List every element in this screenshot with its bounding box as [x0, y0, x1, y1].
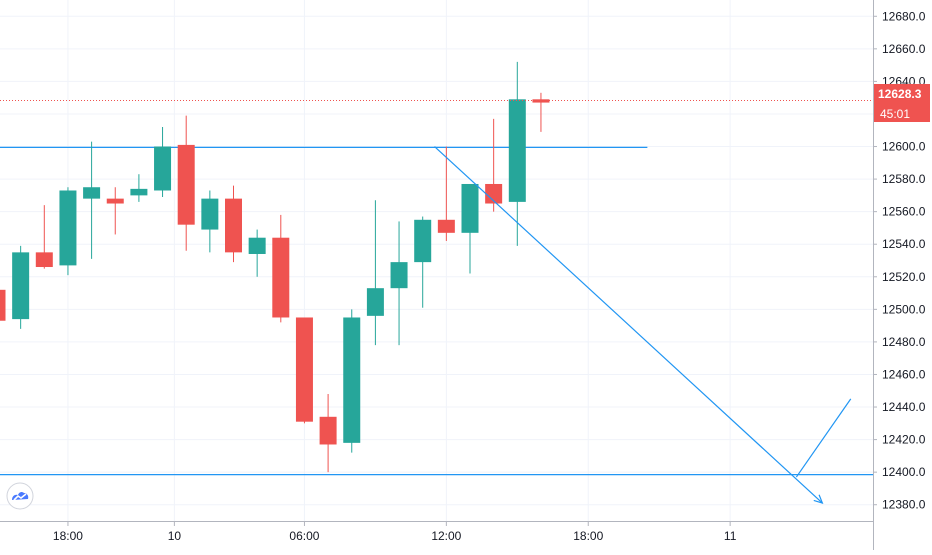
countdown-label: 45:01: [880, 107, 910, 121]
grid: [0, 0, 873, 521]
candle: [12, 245, 30, 329]
time-tick-label: 12:00: [431, 529, 461, 543]
trend-line-arrowhead: [813, 494, 824, 505]
candle-body: [201, 198, 219, 230]
candle-body: [154, 146, 172, 191]
price-tick-label: 12560.0: [882, 205, 926, 219]
price-tick-label: 12480.0: [882, 335, 926, 349]
countdown-badge: [874, 104, 930, 122]
candle-body: [106, 198, 124, 204]
trend-line-segment[interactable]: [434, 146, 823, 504]
candle-body: [225, 198, 242, 253]
price-tick-label: 12400.0: [882, 465, 926, 479]
candle: [154, 126, 172, 198]
time-tick-label: 10: [168, 529, 182, 543]
candle: [319, 394, 337, 473]
candle-body: [319, 416, 337, 445]
candle: [130, 174, 148, 202]
time-tick-label: 18:00: [573, 529, 603, 543]
tradingview-logo-icon[interactable]: [6, 482, 34, 510]
candle-body: [272, 237, 290, 318]
candle: [295, 317, 313, 424]
candle: [177, 115, 195, 251]
time-axis[interactable]: 18:00 10 06:00 12:00 18:00 11: [53, 522, 737, 543]
candle: [343, 309, 361, 453]
candle-body: [485, 183, 503, 204]
candle: [35, 205, 53, 269]
price-tick-label: 12660.0: [882, 42, 926, 56]
price-tick-label: 12540.0: [882, 237, 926, 251]
candle: [272, 214, 290, 323]
trend-line[interactable]: [795, 398, 852, 478]
candle-body: [366, 288, 384, 316]
time-tick-label: 18:00: [53, 529, 83, 543]
candle: [248, 229, 266, 277]
candle: [532, 92, 550, 132]
horizontal-lines[interactable]: [0, 146, 873, 476]
candle-body: [437, 219, 455, 233]
candle-body: [343, 317, 361, 443]
candle: [83, 141, 101, 259]
candle-body: [295, 317, 313, 422]
time-axis-background: [0, 522, 873, 550]
candle-body: [508, 99, 526, 202]
candle-body: [0, 289, 6, 321]
candle-body: [59, 190, 77, 266]
price-tick-label: 12680.0: [882, 9, 926, 23]
trend-line-segment[interactable]: [795, 398, 852, 478]
candle: [59, 187, 77, 276]
candle-body: [390, 262, 408, 289]
price-tick-label: 12520.0: [882, 270, 926, 284]
price-tick-label: 12420.0: [882, 433, 926, 447]
candle-body: [177, 144, 195, 225]
candle: [485, 118, 503, 212]
price-tick-label: 12500.0: [882, 302, 926, 316]
current-price-badge: [874, 84, 930, 104]
candle-body: [414, 219, 432, 263]
trend-line[interactable]: [434, 146, 824, 505]
time-tick-label: 06:00: [289, 529, 319, 543]
candle-body: [12, 252, 30, 320]
candle: [201, 190, 219, 253]
price-tick-label: 12580.0: [882, 172, 926, 186]
candle-body: [248, 237, 266, 254]
candle: [437, 146, 455, 241]
current-price-badges: 12628.3 45:01: [874, 84, 930, 122]
candle: [390, 221, 408, 346]
candle-body: [130, 188, 148, 196]
price-tick-label: 12460.0: [882, 367, 926, 381]
price-tick-label: 12380.0: [882, 498, 926, 512]
candle: [225, 185, 242, 263]
price-tick-label: 12440.0: [882, 400, 926, 414]
candle-body: [35, 252, 53, 268]
current-price-label: 12628.3: [878, 87, 922, 101]
candle: [0, 289, 6, 321]
candle: [106, 187, 124, 235]
candle: [508, 61, 526, 246]
candle-body: [461, 183, 479, 233]
candle: [461, 183, 479, 274]
trend-lines[interactable]: [434, 146, 852, 505]
candle: [366, 200, 384, 346]
time-tick-label: 11: [724, 529, 737, 543]
candle: [414, 216, 432, 308]
candle-body: [83, 187, 101, 199]
candles: [0, 61, 550, 473]
price-tick-label: 12600.0: [882, 140, 926, 154]
